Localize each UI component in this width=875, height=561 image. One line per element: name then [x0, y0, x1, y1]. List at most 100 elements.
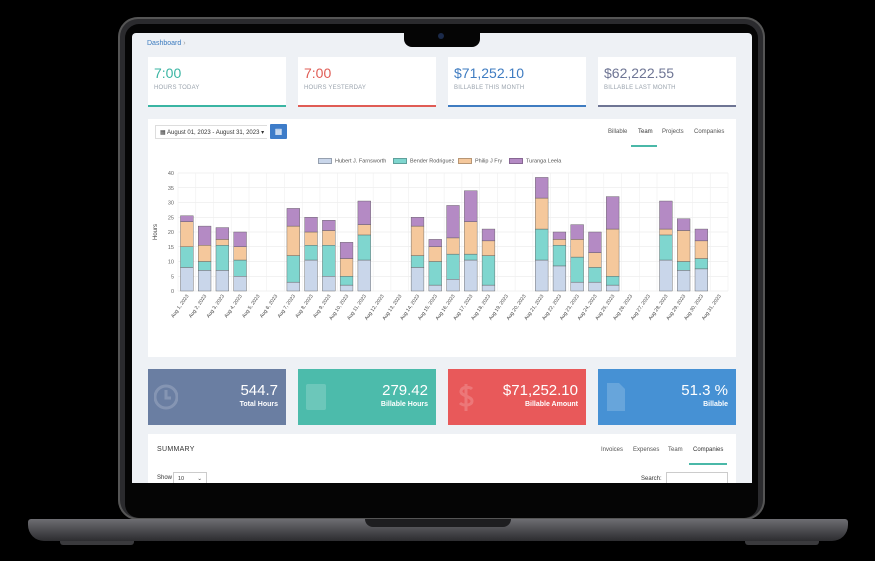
bar-segment[interactable] [464, 190, 478, 222]
legend-item[interactable]: Philip J Fry [458, 158, 502, 164]
bar-segment[interactable] [428, 261, 442, 286]
bar-segment[interactable] [481, 284, 496, 292]
bar-segment[interactable] [180, 221, 194, 247]
tab-projects[interactable]: Projects [662, 129, 684, 135]
bar-segment[interactable] [304, 259, 318, 292]
bar-segment[interactable] [606, 228, 620, 277]
bar-segment[interactable] [588, 281, 602, 292]
tab-billable[interactable]: Billable [608, 129, 628, 135]
bar-segment[interactable] [215, 270, 229, 292]
bar-segment[interactable] [481, 240, 496, 256]
bar-segment[interactable] [215, 239, 229, 246]
bar-segment[interactable] [694, 268, 708, 292]
bar-segment[interactable] [464, 221, 478, 255]
bar-segment[interactable] [286, 255, 300, 283]
bar-segment[interactable] [198, 261, 212, 271]
tab-companies[interactable]: Companies [694, 129, 725, 135]
bar-segment[interactable] [552, 245, 567, 267]
bar-segment[interactable] [428, 239, 442, 247]
bar-segment[interactable] [659, 234, 673, 261]
bar-segment[interactable] [694, 258, 708, 270]
tab-team[interactable]: Team [668, 447, 683, 453]
bar-segment[interactable] [357, 259, 371, 292]
bar-segment[interactable] [286, 208, 300, 227]
bar-segment[interactable] [233, 259, 247, 277]
bar-segment[interactable] [233, 246, 247, 261]
bar-segment[interactable] [410, 255, 425, 268]
grid-view-button[interactable]: ▦ [270, 124, 287, 139]
bar-segment[interactable] [233, 231, 247, 247]
bar-segment[interactable] [322, 230, 336, 246]
bar-segment[interactable] [464, 259, 478, 292]
bar-segment[interactable] [446, 205, 460, 239]
bar-segment[interactable] [535, 177, 549, 199]
bar-segment[interactable] [322, 219, 336, 231]
bar-segment[interactable] [446, 237, 460, 255]
bar-segment[interactable] [410, 217, 425, 227]
bar-segment[interactable] [198, 245, 212, 262]
bar-segment[interactable] [339, 276, 354, 286]
bar-segment[interactable] [215, 245, 229, 271]
bar-segment[interactable] [410, 225, 425, 256]
bar-segment[interactable] [588, 267, 602, 283]
bar-segment[interactable] [677, 270, 691, 292]
bar-segment[interactable] [606, 284, 620, 292]
bar-segment[interactable] [588, 231, 602, 253]
breadcrumb-dashboard-link[interactable]: Dashboard [147, 40, 182, 47]
bar-segment[interactable] [446, 278, 460, 292]
bar-segment[interactable] [552, 265, 567, 292]
bar-segment[interactable] [694, 228, 708, 242]
bar-segment[interactable] [304, 217, 318, 233]
bar-segment[interactable] [410, 267, 425, 292]
bar-segment[interactable] [659, 228, 673, 236]
bar-segment[interactable] [570, 224, 584, 240]
bar-segment[interactable] [286, 225, 300, 256]
bar-segment[interactable] [322, 245, 336, 277]
bar-segment[interactable] [481, 255, 496, 286]
bar-segment[interactable] [339, 258, 354, 277]
bar-segment[interactable] [677, 218, 691, 231]
bar-segment[interactable] [286, 281, 300, 292]
bar-segment[interactable] [304, 245, 318, 261]
bar-segment[interactable] [198, 270, 212, 292]
bar-segment[interactable] [180, 246, 194, 268]
bar-segment[interactable] [677, 230, 691, 262]
bar-segment[interactable] [535, 228, 549, 261]
bar-segment[interactable] [606, 196, 620, 230]
bar-segment[interactable] [304, 231, 318, 246]
bar-segment[interactable] [570, 281, 584, 292]
bar-segment[interactable] [180, 215, 194, 222]
bar-segment[interactable] [677, 261, 691, 271]
bar-segment[interactable] [552, 239, 567, 246]
bar-segment[interactable] [428, 246, 442, 262]
date-range-picker[interactable]: ▦ August 01, 2023 - August 31, 2023 ▾ [155, 125, 267, 139]
page-size-select[interactable]: 10 ⌄ [173, 472, 207, 483]
bar-segment[interactable] [180, 267, 194, 292]
bar-segment[interactable] [339, 242, 354, 259]
bar-segment[interactable] [357, 200, 371, 225]
tab-companies[interactable]: Companies [693, 447, 724, 453]
bar-segment[interactable] [570, 256, 584, 283]
bar-segment[interactable] [552, 231, 567, 240]
tab-invoices[interactable]: Invoices [601, 447, 624, 453]
tab-expenses[interactable]: Expenses [633, 447, 660, 453]
legend-item[interactable]: Bender Rodriguez [393, 158, 454, 164]
bar-segment[interactable] [694, 240, 708, 259]
bar-segment[interactable] [588, 252, 602, 268]
bar-segment[interactable] [659, 259, 673, 292]
search-input[interactable] [666, 472, 728, 483]
bar-segment[interactable] [322, 276, 336, 292]
bar-segment[interactable] [215, 227, 229, 240]
legend-item[interactable]: Turanga Leela [509, 158, 561, 164]
bar-segment[interactable] [535, 259, 549, 292]
bar-segment[interactable] [357, 234, 371, 261]
bar-segment[interactable] [659, 200, 673, 230]
bar-segment[interactable] [357, 224, 371, 236]
bar-segment[interactable] [464, 253, 478, 261]
bar-segment[interactable] [233, 276, 247, 292]
bar-segment[interactable] [606, 276, 620, 286]
tab-team[interactable]: Team [638, 129, 653, 135]
legend-item[interactable]: Hubert J. Farnsworth [318, 158, 386, 164]
bar-segment[interactable] [198, 225, 212, 246]
bar-segment[interactable] [570, 239, 584, 258]
